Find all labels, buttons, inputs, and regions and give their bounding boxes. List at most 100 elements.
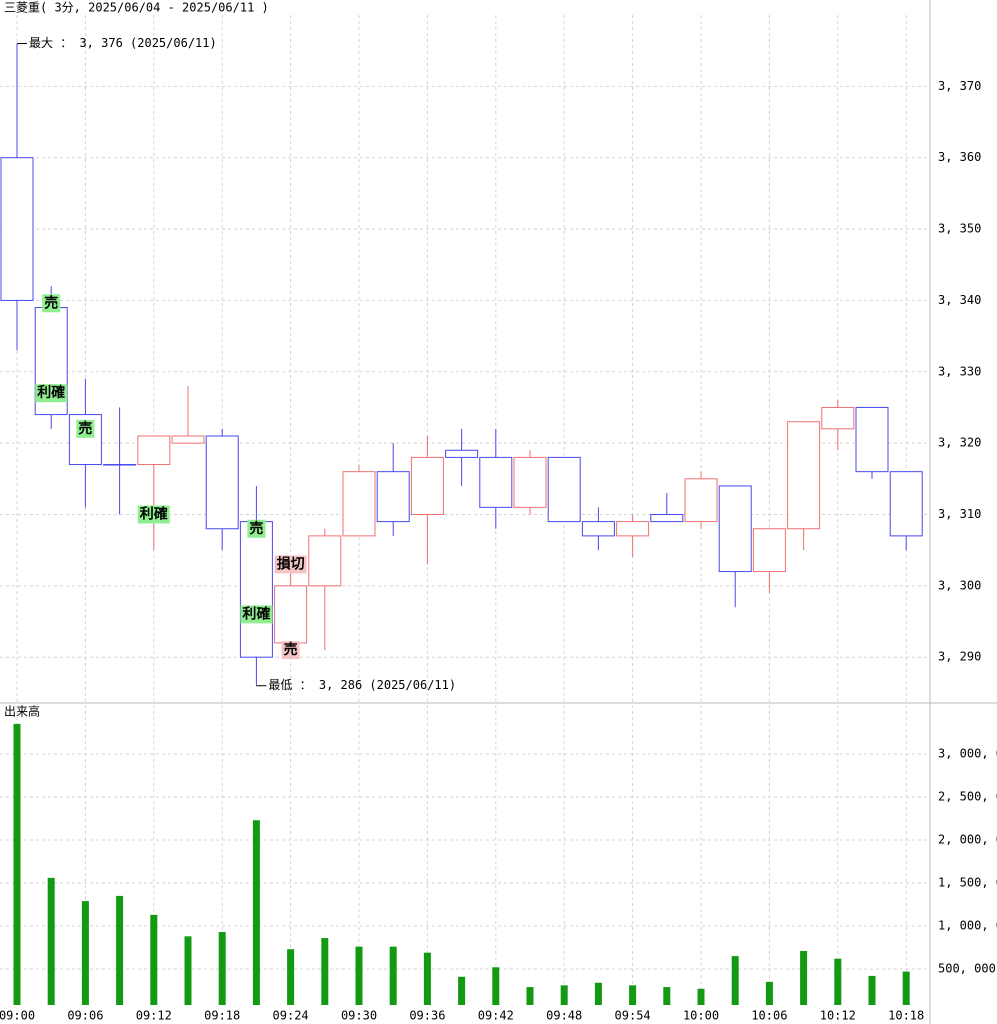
y-tick-label: 3, 290 <box>938 650 981 664</box>
candle-body <box>376 471 410 523</box>
volume-bar <box>321 938 329 1005</box>
candle-body <box>513 456 547 508</box>
x-tick-label: 09:24 <box>273 1009 309 1023</box>
volume-bar <box>902 971 910 1005</box>
signal-label: 売 <box>44 294 58 311</box>
x-tick-label: 09:06 <box>67 1009 103 1023</box>
candle-body <box>581 521 615 537</box>
signal-badge <box>137 505 170 524</box>
candle-body <box>547 456 581 523</box>
volume-bar <box>800 950 808 1005</box>
x-tick-label: 09:30 <box>341 1009 377 1023</box>
y-tick-label: 3, 350 <box>938 222 981 236</box>
y-tick-label: 3, 330 <box>938 364 981 378</box>
volume-bar <box>560 985 568 1005</box>
y-tick-label: 3, 370 <box>938 79 981 93</box>
volume-bar <box>458 976 466 1005</box>
x-tick-label: 10:18 <box>888 1009 924 1023</box>
y-tick-label: 1, 000, 000 <box>938 919 997 933</box>
candle-body <box>239 521 273 658</box>
volume-bar <box>184 936 192 1005</box>
volume-bar <box>355 946 363 1005</box>
volume-bar <box>150 914 158 1005</box>
y-tick-label: 500, 000, <box>938 962 997 976</box>
signal-label: 利確 <box>242 605 270 622</box>
signal-label: 利確 <box>37 384 65 401</box>
volume-bar <box>526 987 534 1005</box>
signal-label: 利確 <box>140 505 168 522</box>
signal-badge <box>76 419 95 438</box>
y-tick-label: 3, 300 <box>938 578 981 592</box>
volume-bar <box>116 895 124 1005</box>
candle-body <box>718 485 752 573</box>
candle-body <box>171 435 205 444</box>
volume-bar <box>629 985 637 1005</box>
volume-bar <box>697 988 705 1005</box>
candle-body <box>103 464 137 466</box>
y-tick-label: 1, 500, 000 <box>938 876 997 890</box>
volume-bar <box>663 987 671 1005</box>
candle-body <box>479 456 513 508</box>
volume-bar <box>423 952 431 1005</box>
extreme-label: 最低 ： 3, 286 (2025/06/11) <box>268 678 456 692</box>
signal-label: 売 <box>249 520 263 537</box>
volume-bar <box>252 820 260 1005</box>
candle-body <box>855 406 889 473</box>
y-tick-label: 3, 360 <box>938 150 981 164</box>
x-tick-label: 09:54 <box>615 1009 651 1023</box>
volume-bar <box>731 956 739 1005</box>
candle-body <box>137 435 171 466</box>
volume-bar <box>868 975 876 1005</box>
candle-body <box>274 585 308 644</box>
volume-bar <box>389 946 397 1005</box>
candle-body <box>308 535 342 587</box>
signal-badge <box>42 294 61 313</box>
volume-bar <box>765 981 773 1005</box>
chart-title: 三菱重( 3分, 2025/06/04 - 2025/06/11 ) <box>4 1 269 15</box>
volume-bars <box>13 723 910 1005</box>
candle-body <box>205 435 239 530</box>
x-tick-label: 09:00 <box>0 1009 35 1023</box>
extreme-label: 最大 ： 3, 376 (2025/06/11) <box>29 36 217 50</box>
y-tick-label: 2, 000, 000 <box>938 833 997 847</box>
x-tick-label: 09:18 <box>204 1009 240 1023</box>
signal-label: 売 <box>284 641 298 658</box>
x-tick-label: 09:12 <box>136 1009 172 1023</box>
candle-body <box>445 449 479 458</box>
candle-body <box>787 421 821 530</box>
y-tick-label: 2, 500, 000 <box>938 790 997 804</box>
signal-badge <box>247 519 266 538</box>
candle-body <box>684 478 718 523</box>
volume-bar <box>834 958 842 1005</box>
volume-title: 出来高 <box>4 704 40 719</box>
candle-body <box>650 513 684 523</box>
candle-body <box>821 406 855 430</box>
x-tick-label: 09:42 <box>478 1009 514 1023</box>
signal-badge <box>274 555 307 574</box>
y-tick-label: 3, 320 <box>938 436 981 450</box>
volume-bar <box>13 723 21 1005</box>
candle-body <box>410 456 444 515</box>
y-tick-label: 3, 340 <box>938 293 981 307</box>
x-tick-label: 10:12 <box>820 1009 856 1023</box>
x-tick-label: 09:36 <box>409 1009 445 1023</box>
signal-label: 売 <box>78 420 92 437</box>
volume-bar <box>81 901 89 1005</box>
signal-badge <box>240 605 273 624</box>
volume-bar <box>594 982 602 1005</box>
candle-body <box>342 471 376 537</box>
candle-body <box>752 528 786 573</box>
x-tick-label: 09:48 <box>546 1009 582 1023</box>
x-tick-label: 10:00 <box>683 1009 719 1023</box>
x-tick-label: 10:06 <box>751 1009 787 1023</box>
volume-bar <box>492 967 500 1005</box>
candle-body <box>616 521 650 537</box>
volume-bar <box>47 877 55 1005</box>
y-tick-label: 3, 310 <box>938 507 981 521</box>
candle-body <box>889 471 923 537</box>
y-tick-label: 3, 000, 000 <box>938 747 997 761</box>
volume-bar <box>218 932 226 1005</box>
signal-label: 損切 <box>277 555 305 572</box>
